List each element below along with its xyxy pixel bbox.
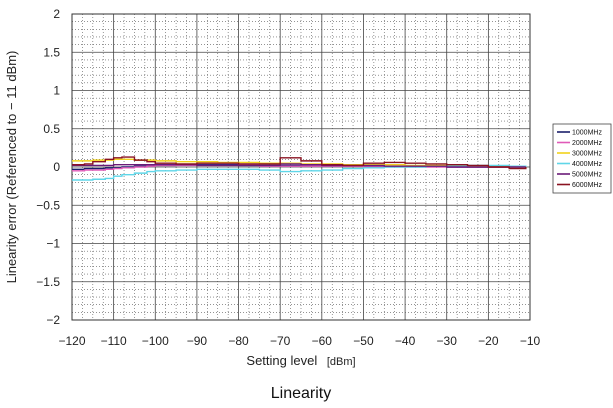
y-tick-label: 0 [53, 160, 60, 174]
x-tick-label: −110 [101, 334, 127, 348]
legend-label: 6000MHz [572, 182, 602, 189]
y-tick-label: −1.5 [36, 275, 60, 289]
y-tick-label: 0.5 [43, 122, 60, 136]
legend: 1000MHz 2000MHz 3000MHz 4000MHz 5000MHz 6000M… [552, 123, 612, 194]
series-line-6000MHz [72, 156, 527, 170]
x-tick-label: −20 [478, 334, 499, 348]
x-tick-label: −120 [58, 334, 85, 348]
x-tick-label: −30 [437, 334, 458, 348]
y-tick-label: 2 [53, 7, 60, 21]
y-tick-labels: 2 1.5 1 0.5 0 −0.5 −1 −1.5 −2 [36, 7, 60, 327]
x-tick-label: −90 [187, 334, 208, 348]
legend-label: 2000MHz [572, 140, 602, 147]
series-line-5000MHz [72, 163, 526, 168]
legend-label: 4000MHz [572, 161, 602, 168]
y-tick-label: −0.5 [36, 198, 60, 212]
x-tick-label: −60 [312, 334, 333, 348]
y-tick-label: 1.5 [43, 45, 60, 59]
plot-area [71, 13, 531, 321]
legend-box [552, 123, 612, 194]
y-tick-label: −2 [46, 313, 60, 327]
x-axis-label: Setting level [dBm] [246, 353, 355, 368]
y-axis-label: Linearity error (Referenced to − 11 dBm) [4, 51, 19, 284]
series-lines [72, 156, 527, 181]
x-axis-label-text: Setting level [246, 353, 317, 368]
y-tick-label: 1 [53, 84, 60, 98]
legend-label: 3000MHz [572, 151, 602, 158]
x-tick-label: −50 [353, 334, 374, 348]
x-tick-label: −100 [142, 334, 169, 348]
x-tick-label: −80 [228, 334, 249, 348]
x-axis-unit: [dBm] [327, 356, 356, 368]
legend-label: 5000MHz [572, 172, 602, 179]
x-tick-label: −10 [520, 334, 541, 348]
y-tick-label: −1 [46, 237, 60, 251]
chart-caption: Linearity [271, 385, 331, 402]
series-line-3000MHz [72, 158, 526, 168]
x-tick-label: −70 [270, 334, 291, 348]
x-tick-labels: −120 −110 −100 −90 −80 −70 −60 −50 −40 −30 −20 −10 [58, 334, 540, 348]
legend-label: 1000MHz [572, 130, 602, 137]
x-tick-label: −40 [395, 334, 416, 348]
